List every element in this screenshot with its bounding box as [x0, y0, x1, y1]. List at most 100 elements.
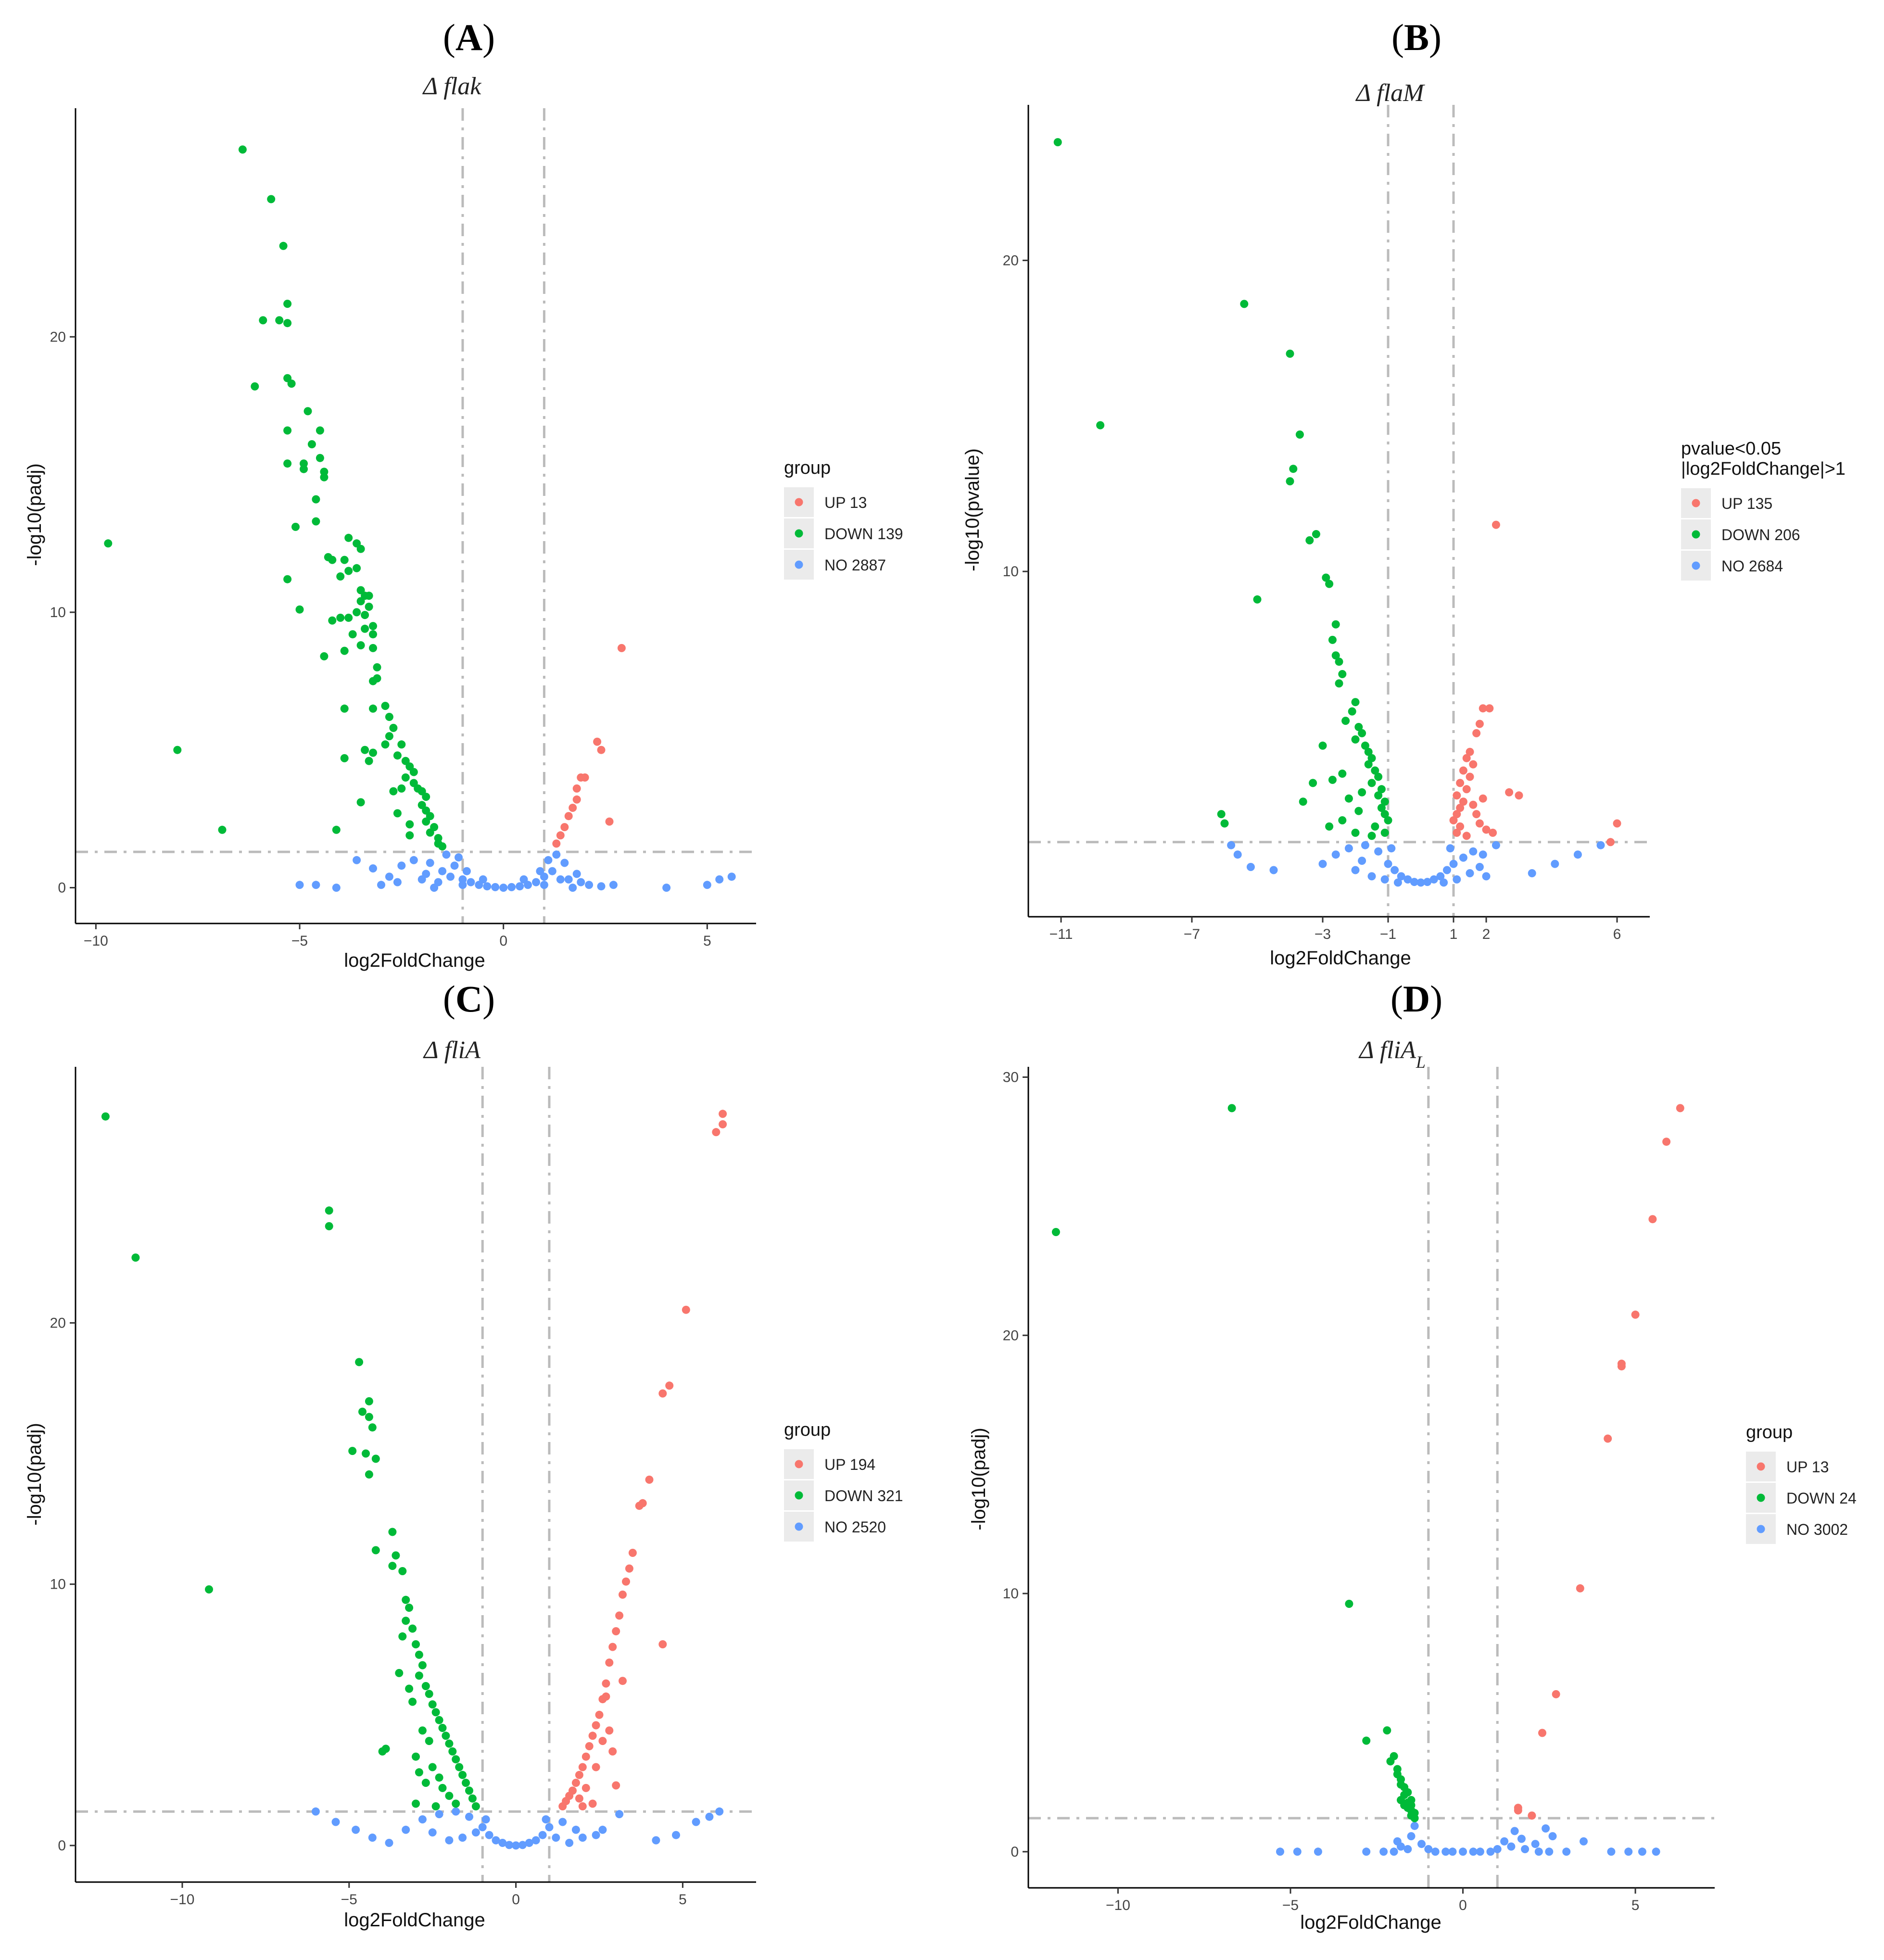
point-down: [1341, 717, 1350, 725]
legend: group UP 194 DOWN 321 NO 2520: [784, 1420, 903, 1542]
y-tick-label: 10: [50, 605, 66, 620]
point-down: [398, 1632, 407, 1641]
point-down: [408, 1624, 417, 1633]
point-down: [1253, 595, 1262, 604]
legend-title: group: [784, 1420, 831, 1440]
point-up: [1456, 822, 1465, 831]
point-no: [560, 859, 569, 867]
point-no: [1423, 878, 1432, 886]
point-down: [369, 644, 377, 652]
point-down: [1322, 573, 1330, 582]
point-down: [328, 556, 337, 564]
point-no: [479, 875, 487, 884]
point-down: [365, 603, 373, 611]
point-no: [1384, 860, 1392, 868]
point-no: [483, 882, 492, 891]
point-up: [682, 1305, 690, 1314]
y-tick-label: 0: [58, 1838, 66, 1854]
legend-title: group: [1746, 1422, 1793, 1442]
point-down: [1289, 465, 1298, 473]
x-tick-label: 6: [1613, 926, 1621, 942]
point-down: [1380, 797, 1389, 806]
point-down: [356, 544, 365, 553]
point-no: [1446, 844, 1454, 853]
point-down: [1318, 741, 1327, 750]
point-no: [540, 881, 548, 889]
point-up: [564, 812, 573, 821]
point-down: [1309, 779, 1317, 787]
point-down: [291, 522, 300, 531]
point-down: [471, 1802, 480, 1810]
point-no: [1362, 1847, 1371, 1856]
point-no: [445, 1836, 454, 1845]
point-up: [1462, 832, 1471, 840]
point-up: [1462, 754, 1471, 762]
point-down: [455, 1763, 464, 1771]
point-down: [431, 1708, 440, 1717]
point-down: [462, 1779, 470, 1787]
point-up: [1482, 825, 1491, 834]
point-no: [1404, 875, 1412, 884]
point-down: [452, 1755, 460, 1764]
y-tick-label: 20: [50, 1315, 66, 1331]
legend-up-label: UP 13: [824, 494, 867, 511]
point-up: [619, 1590, 627, 1599]
point-down: [445, 1792, 454, 1800]
point-up: [1617, 1362, 1626, 1371]
point-up: [658, 1640, 667, 1649]
point-up: [1538, 1729, 1546, 1737]
point-no: [578, 1834, 587, 1842]
point-down: [445, 1739, 454, 1748]
point-down: [1386, 1757, 1395, 1766]
point-down: [1299, 797, 1307, 806]
point-down: [1377, 804, 1386, 812]
panel-label: (D): [1391, 978, 1442, 1020]
point-down: [1295, 430, 1304, 439]
point-down: [438, 1783, 447, 1792]
point-no: [692, 1818, 700, 1826]
x-tick-label: 2: [1482, 926, 1491, 942]
y-tick-label: 0: [1011, 1844, 1019, 1860]
point-down: [412, 1799, 420, 1808]
point-no: [1431, 1847, 1440, 1856]
point-no: [1246, 863, 1255, 871]
point-no: [1387, 844, 1396, 853]
point-down: [316, 454, 324, 462]
point-down: [415, 1650, 423, 1659]
point-down: [1217, 810, 1226, 819]
point-up: [558, 1802, 567, 1810]
point-up: [1613, 819, 1621, 828]
point-down: [1407, 1801, 1416, 1809]
point-no: [1424, 1845, 1433, 1853]
point-no: [609, 881, 618, 889]
point-down: [448, 1747, 457, 1756]
point-down: [1325, 580, 1334, 588]
point-up: [1552, 1690, 1560, 1698]
point-up: [592, 1763, 600, 1771]
point-down: [353, 564, 361, 572]
point-down: [1338, 816, 1347, 824]
legend-up-marker: [795, 1460, 803, 1468]
point-down: [361, 611, 369, 620]
point-no: [1528, 869, 1536, 877]
legend-up-label: UP 194: [824, 1456, 875, 1473]
point-up: [593, 737, 602, 746]
point-no: [478, 1823, 487, 1832]
point-down: [1374, 772, 1383, 781]
point-no: [1233, 850, 1242, 859]
point-up: [556, 831, 565, 840]
point-down: [1374, 791, 1383, 800]
point-down: [356, 597, 365, 606]
point-up: [1462, 785, 1471, 794]
point-up: [588, 1732, 597, 1740]
point-no: [1440, 878, 1448, 887]
point-no: [369, 864, 377, 873]
point-down: [340, 754, 349, 762]
point-down: [1338, 670, 1347, 678]
point-no: [518, 1841, 527, 1849]
point-down: [397, 784, 406, 793]
point-up: [1453, 791, 1461, 800]
point-no: [1469, 1847, 1478, 1856]
point-down: [287, 379, 296, 388]
point-up: [1492, 520, 1500, 529]
